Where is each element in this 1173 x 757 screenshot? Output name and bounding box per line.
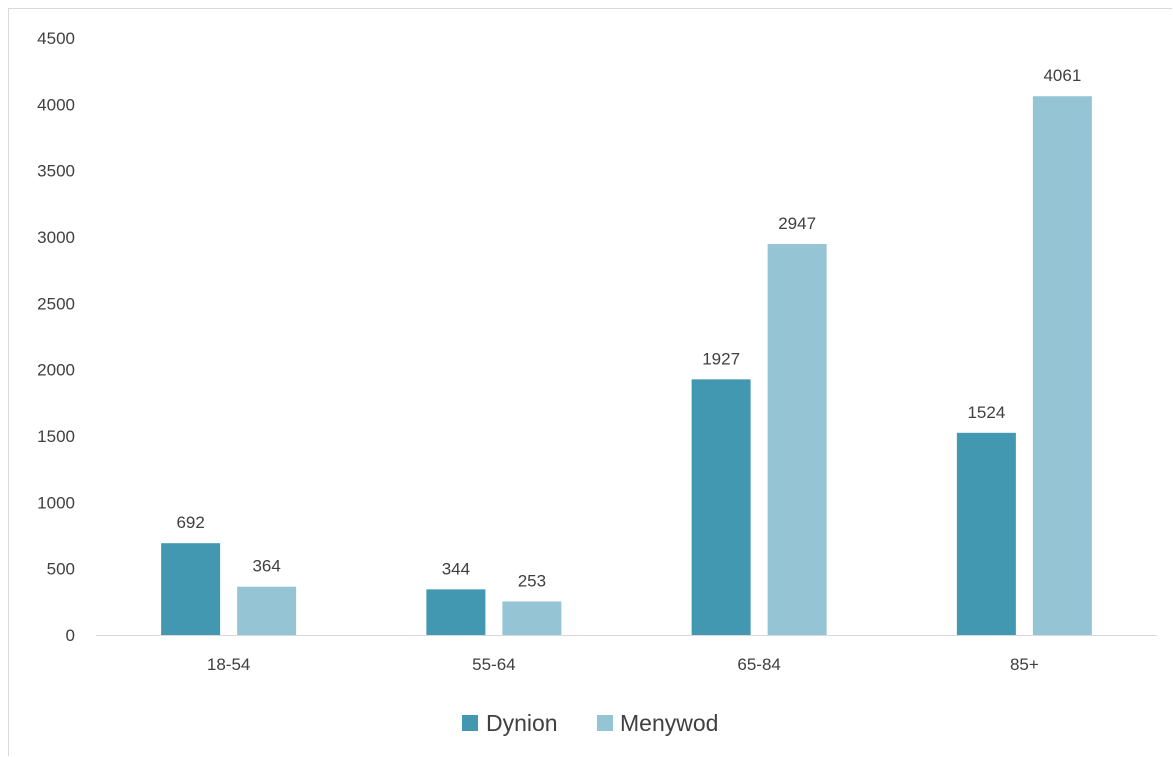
y-tick-label: 1500 [37,427,75,446]
y-tick-label: 0 [66,626,75,645]
data-labels: 692 364 344 253 1927 2947 1524 4061 [176,66,1081,590]
bars [161,96,1092,636]
data-label: 1524 [967,403,1005,422]
y-tick-label: 1000 [37,493,75,512]
data-label: 2947 [778,214,816,233]
bar-menywod-85+ [1032,96,1092,636]
y-tick-label: 500 [47,560,75,579]
bar-menywod-55-64 [502,601,562,635]
x-tick-label: 85+ [1010,655,1039,674]
y-tick-label: 2500 [37,294,75,313]
x-axis: 18-54 55-64 65-84 85+ [96,635,1157,674]
legend-swatch-menywod [597,715,613,731]
data-label: 344 [442,559,470,578]
y-tick-label: 2000 [37,361,75,380]
bar-dynion-65-84 [691,379,751,635]
data-label: 364 [252,557,280,576]
legend-label-menywod: Menywod [620,710,718,736]
legend-label-dynion: Dynion [486,710,558,736]
y-axis: 0 500 1000 1500 2000 2500 3000 3500 4000 4500 [37,29,75,645]
legend: Dynion Menywod [462,710,718,736]
data-label: 692 [176,513,204,532]
bar-dynion-18-54 [161,543,221,635]
bar-dynion-85+ [956,432,1016,635]
y-tick-label: 3500 [37,162,75,181]
chart-frame [8,8,1172,756]
data-label: 1927 [702,349,740,368]
bar-menywod-18-54 [237,586,297,635]
x-tick-label: 65-84 [737,655,780,674]
y-tick-label: 4000 [37,95,75,114]
bar-dynion-55-64 [426,589,486,635]
data-label: 4061 [1043,66,1081,85]
y-tick-label: 4500 [37,29,75,48]
x-tick-label: 55-64 [472,655,515,674]
legend-swatch-dynion [462,715,478,731]
bar-menywod-65-84 [767,244,827,636]
data-label: 253 [518,571,546,590]
x-tick-label: 18-54 [207,655,250,674]
y-tick-label: 3000 [37,228,75,247]
